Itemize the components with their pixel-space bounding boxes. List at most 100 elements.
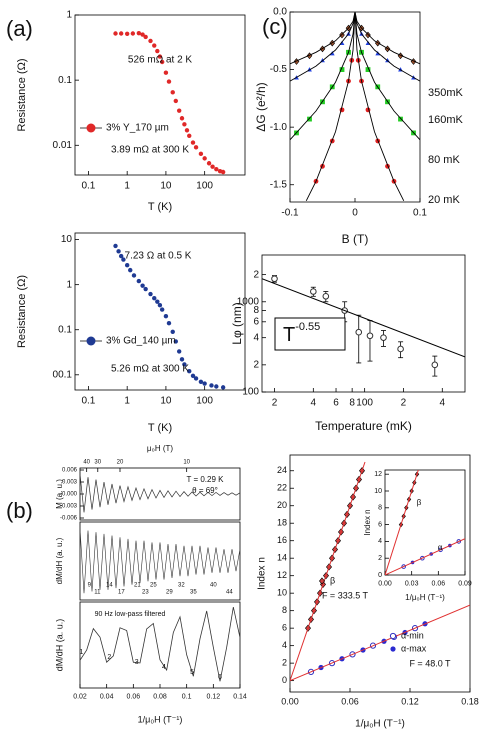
x-tick-label: 100	[196, 181, 213, 192]
y-tick-label: 2	[378, 555, 382, 562]
x-tick-label: 0.12	[207, 694, 221, 701]
annotation: T = 0.29 K	[187, 475, 225, 484]
data-point	[355, 328, 363, 336]
annotation: α	[438, 543, 443, 552]
y-tick-label: 0.0	[273, 7, 287, 18]
data-point	[179, 116, 185, 121]
x-axis-label: B (T)	[342, 232, 369, 246]
x-tick-label: 0.12	[401, 697, 419, 707]
x-tick-label: 1	[124, 181, 130, 192]
x-tick-label: 0.04	[100, 694, 114, 701]
y-tick-label: 0	[378, 572, 382, 579]
data-point	[124, 263, 130, 268]
annotation: 5.26 mΩ at 300 K	[111, 364, 189, 375]
plot-area	[290, 12, 420, 202]
index-label: 11	[94, 590, 101, 596]
annotation: β	[417, 498, 422, 507]
y-axis-label: ΔG (e²/h)	[254, 82, 268, 131]
x-tick-label: 0.06	[127, 694, 141, 701]
y-tick-label: 2	[253, 359, 259, 370]
legend-label: β	[330, 575, 335, 585]
data-point	[190, 373, 196, 379]
data-point	[113, 243, 118, 249]
index-label: 29	[166, 590, 173, 596]
y-tick-label: 10	[61, 234, 73, 245]
data-point	[159, 59, 165, 65]
data-point	[319, 577, 325, 585]
x-tick-label: 0.1	[182, 694, 192, 701]
x-axis-label: T (K)	[148, 422, 172, 434]
data-point	[136, 278, 142, 284]
legend-label: 3% Gd_140 µm	[106, 336, 176, 347]
legend-label: 80 mK	[428, 154, 460, 166]
x-tick-label: 0.14	[233, 694, 247, 701]
data-point	[380, 334, 387, 341]
index-label: 5	[190, 669, 194, 676]
y-tick-label: 20	[277, 500, 287, 510]
data-point	[271, 275, 278, 283]
plot-area	[262, 275, 465, 377]
y-tick-label: 6	[282, 623, 287, 633]
index-label: 14	[106, 583, 113, 589]
data-point	[202, 156, 207, 161]
legend-label: α-max	[401, 643, 427, 653]
index-label: 23	[142, 590, 149, 596]
y-tick-label: 0.1	[58, 75, 72, 86]
index-label: 40	[210, 583, 217, 589]
legend-marker	[86, 123, 96, 133]
line	[305, 12, 405, 202]
y-tick-label: 6	[378, 521, 382, 528]
data-point	[118, 31, 124, 36]
data-point	[131, 273, 137, 278]
line	[385, 538, 465, 575]
index-label: 1	[79, 649, 83, 656]
data-point	[389, 632, 397, 640]
line	[290, 12, 420, 82]
line	[80, 473, 240, 513]
data-point	[206, 161, 212, 166]
data-point	[366, 332, 374, 340]
y-tick-label: 8	[253, 305, 259, 316]
y-tick-label: -1.0	[270, 122, 288, 133]
data-point	[187, 133, 192, 138]
data-point	[184, 128, 190, 133]
line	[290, 12, 420, 141]
data-point	[190, 140, 196, 145]
data-point	[148, 38, 153, 44]
line	[290, 12, 420, 65]
y-tick-label: 6	[253, 316, 259, 327]
x-tick-label: 0	[352, 208, 358, 219]
annotation-box	[274, 317, 346, 351]
y-tick-label: 1000	[237, 296, 260, 307]
data-point	[113, 31, 118, 36]
data-point	[209, 383, 214, 388]
data-point	[155, 299, 160, 304]
y-tick-label: 8	[378, 505, 382, 512]
x-tick-label: 10	[160, 396, 172, 407]
index-label: 35	[190, 590, 197, 596]
y-tick-label: 12	[277, 570, 287, 580]
data-point	[128, 267, 133, 273]
line	[80, 528, 240, 594]
plot-frame	[384, 469, 466, 576]
index-label: 21	[134, 583, 141, 589]
y-tick-label: 12	[374, 471, 382, 478]
y-tick-label: 2	[253, 269, 259, 280]
y-tick-label: 24	[277, 465, 287, 475]
x2-tick-label: 40	[83, 460, 90, 466]
x-axis-label: 1/μ₀H (T⁻¹)	[405, 593, 445, 602]
data-point	[214, 384, 219, 389]
annotation: F = 333.5 T	[322, 590, 369, 600]
data-point	[176, 349, 182, 354]
data-point	[431, 361, 439, 369]
legend-label: 350mK	[428, 87, 464, 99]
plot-area	[385, 470, 465, 575]
index-label: 2	[107, 654, 111, 661]
x-tick-label: 1	[124, 396, 130, 407]
y-tick-label: -0.006	[60, 516, 78, 522]
y-axis-label: dM/dH (a. u.)	[55, 537, 64, 584]
x-tick-label: -0.1	[281, 208, 299, 219]
x-tick-label: 100	[196, 396, 213, 407]
x-axis-label: T (K)	[148, 201, 172, 213]
